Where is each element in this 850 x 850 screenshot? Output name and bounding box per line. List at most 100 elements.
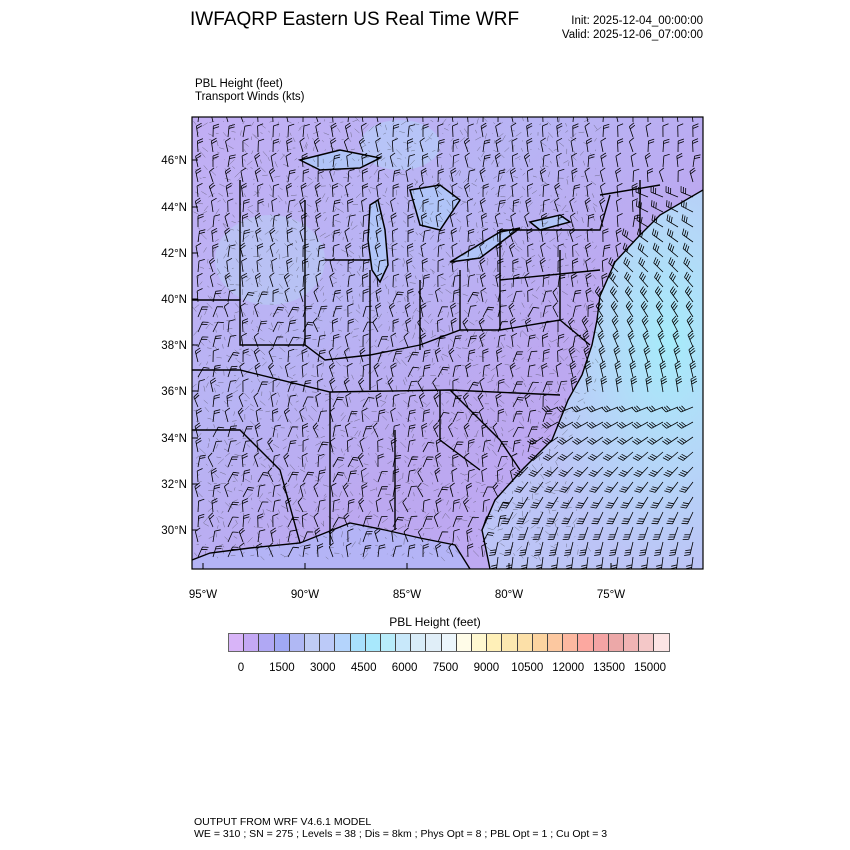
wind-barb [497,378,505,393]
wind-barb [315,117,319,123]
map-frame [191,116,704,570]
wind-barb [361,197,367,213]
wind-barb [692,123,699,138]
wind-barb [511,153,518,168]
wind-barb [686,315,694,333]
wind-barb [361,482,368,498]
wind-barb [285,152,292,168]
wind-barb [225,182,232,198]
colorbar-label: 3000 [310,662,336,674]
wind-barb [328,347,334,363]
wind-barb [543,466,559,477]
wind-barb [517,526,529,540]
lon-label: 80°W [495,589,523,601]
wind-barb [480,287,487,303]
colorbar-swatch [472,634,488,651]
wind-barb [509,242,516,258]
wind-barb [360,467,367,483]
wind-barb [285,182,292,198]
wind-barb [197,367,210,378]
wind-barb [435,497,442,513]
wind-barb [450,317,457,333]
wind-barb [610,300,619,318]
lake-erie [449,227,521,263]
wind-barb [302,380,312,393]
wind-barb [539,167,547,183]
wind-barb [618,466,634,477]
wind-barb [655,300,664,318]
wind-barb [347,470,357,483]
wind-barb [590,496,604,509]
wind-barb [358,137,365,153]
wind-barb [346,438,353,453]
wind-barb [315,212,322,228]
wind-barb [272,214,281,228]
wind-barb [632,168,640,183]
wind-barb [497,441,508,453]
wind-barb [332,229,341,243]
wind-barb [542,305,552,318]
wind-barb [542,451,559,461]
wind-barb [450,302,457,318]
wind-barb [587,451,604,461]
wind-barb [392,516,405,528]
wind-barb [575,496,589,509]
wind-barb [623,257,634,273]
wind-barb [651,200,664,213]
wind-barb [684,286,694,303]
wind-barb [527,183,534,198]
wind-barb [420,302,427,318]
wind-barb [331,318,339,333]
wind-barb [667,526,679,540]
wind-barb [557,380,568,393]
wind-barb [528,466,544,477]
wind-barb [422,456,434,468]
wind-barb [637,526,649,540]
lat-label: 34°N [161,433,187,445]
wind-barb [542,348,550,363]
wind-barb [212,214,221,228]
lon-label: 75°W [597,589,625,601]
wind-barb [299,137,305,153]
wind-barb [547,526,559,540]
wind-barb [626,315,634,333]
wind-barb [407,409,416,423]
wind-barb [212,440,223,453]
wind-barb [558,466,574,477]
wind-barb [390,212,397,228]
wind-barb [332,457,345,468]
wind-barb [609,286,619,303]
wind-barb [377,486,388,498]
wind-barb [329,272,335,288]
wind-barb [344,227,350,243]
wind-barb [467,291,480,303]
wind-barb [479,272,487,288]
wind-barb [315,197,322,213]
wind-barb [650,496,664,509]
wind-barb [616,183,623,198]
wind-barb [329,167,335,183]
wind-barb [434,182,441,198]
wind-barb [511,332,518,348]
wind-barb [212,335,222,348]
wind-barb [511,138,518,153]
wind-barb [407,544,416,558]
wind-barb [345,182,351,198]
wind-barb [418,182,425,198]
wind-barb [467,244,476,258]
wind-barb [661,405,679,413]
wind-barb [317,349,326,363]
wind-barb [332,154,341,168]
wind-barb [242,469,251,483]
wind-barb [452,441,464,453]
wind-barb [212,153,219,167]
wind-barb [238,527,245,543]
wind-barb [661,421,679,429]
wind-barb [328,542,334,558]
wind-barb [437,334,447,348]
wind-barb [241,257,248,273]
wind-barb [332,243,340,258]
wind-barb [462,317,469,333]
wind-barb [272,123,280,138]
wind-barb [585,375,593,393]
